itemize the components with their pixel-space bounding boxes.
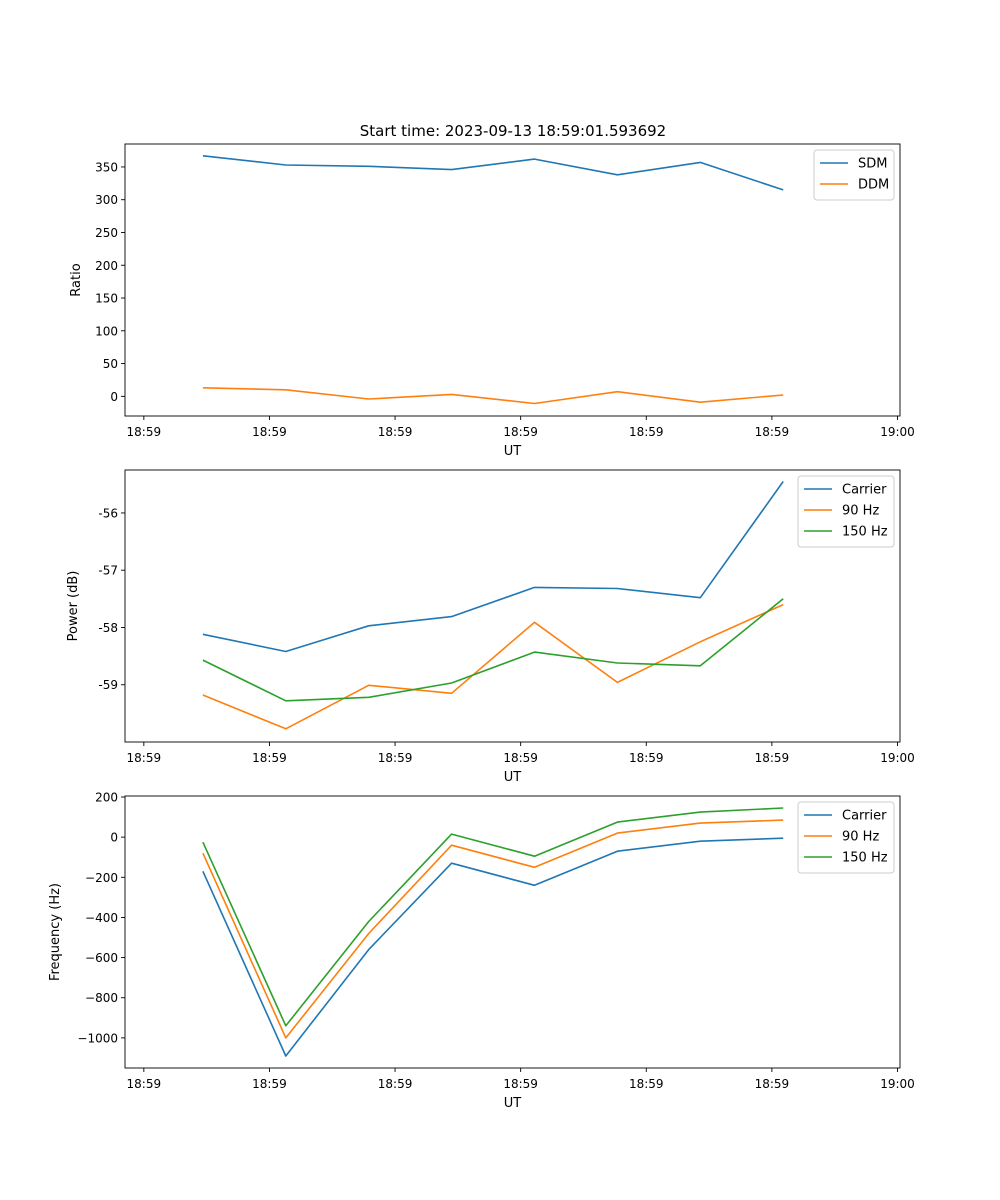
axes-frame <box>124 469 901 743</box>
legend-box <box>797 801 895 874</box>
legend-label: SDM <box>858 157 887 172</box>
y-tick-label: −400 <box>85 911 118 925</box>
legend-label: 150 Hz <box>842 851 888 866</box>
y-tick-label: 50 <box>103 357 118 371</box>
x-tick-label: 18:59 <box>252 751 287 765</box>
legend: Carrier 90 Hz 150 Hz <box>797 475 895 548</box>
y-tick-label: −1000 <box>77 1031 118 1045</box>
x-tick-label: 18:59 <box>127 425 162 439</box>
y-tick-label: -59 <box>98 678 118 692</box>
y-tick-label: -58 <box>98 621 118 635</box>
x-tick-label: 18:59 <box>629 1077 664 1091</box>
x-tick-label: 19:00 <box>880 1077 915 1091</box>
y-tick-label: 250 <box>95 226 118 240</box>
legend-label: 90 Hz <box>842 504 879 519</box>
legend-label: Carrier <box>842 809 887 824</box>
x-tick-label: 18:59 <box>503 1077 538 1091</box>
series-line-carrier <box>202 481 784 653</box>
legend: SDM DDM <box>813 149 895 201</box>
legend: Carrier 90 Hz 150 Hz <box>797 801 895 874</box>
y-tick-label: 150 <box>95 292 118 306</box>
series-line-150-hz <box>202 807 784 1027</box>
x-tick-label: 18:59 <box>127 1077 162 1091</box>
series-line-ddm <box>202 387 784 405</box>
chart-title: Start time: 2023-09-13 18:59:01.593692 <box>360 122 666 140</box>
y-tick-label: -56 <box>98 506 118 520</box>
y-axis-label: Power (dB) <box>66 571 81 642</box>
y-axis-label: Frequency (Hz) <box>48 883 63 981</box>
power-chart: 18:59 18:59 18:59 18:59 18:59 18:59 19:00 -59 -5… <box>66 469 915 785</box>
frequency-chart: 18:59 18:59 18:59 18:59 18:59 18:59 19:00 −1000… <box>48 791 915 1111</box>
x-tick-label: 18:59 <box>252 1077 287 1091</box>
x-tick-label: 18:59 <box>755 1077 790 1091</box>
y-tick-label: 200 <box>95 259 118 273</box>
ratio-chart: 18:59 18:59 18:59 18:59 18:59 18:59 19:00 0 50 10… <box>69 143 915 459</box>
x-tick-label: 19:00 <box>880 751 915 765</box>
legend-box <box>797 475 895 548</box>
x-axis-label: UT <box>504 1096 522 1111</box>
legend-label: Carrier <box>842 483 887 498</box>
x-tick-label: 18:59 <box>629 425 664 439</box>
x-tick-label: 18:59 <box>503 751 538 765</box>
x-tick-label: 18:59 <box>378 425 413 439</box>
y-tick-label: -57 <box>98 564 118 578</box>
x-tick-label: 18:59 <box>503 425 538 439</box>
y-tick-label: 200 <box>95 791 118 805</box>
y-tick-label: 100 <box>95 324 118 338</box>
x-axis-label: UT <box>504 444 522 459</box>
series-line-sdm <box>202 155 784 191</box>
axes-frame <box>124 795 901 1069</box>
series-line-90-hz <box>202 819 784 1039</box>
x-tick-label: 18:59 <box>755 425 790 439</box>
x-tick-label: 18:59 <box>252 425 287 439</box>
y-tick-label: 350 <box>95 160 118 174</box>
y-tick-label: 300 <box>95 193 118 207</box>
y-tick-label: −600 <box>85 951 118 965</box>
x-tick-label: 19:00 <box>880 425 915 439</box>
y-tick-label: 0 <box>110 831 118 845</box>
series-line-carrier <box>202 837 784 1057</box>
y-tick-label: −200 <box>85 871 118 885</box>
x-tick-label: 18:59 <box>127 751 162 765</box>
x-tick-label: 18:59 <box>378 1077 413 1091</box>
legend-label: 150 Hz <box>842 525 888 540</box>
y-axis-label: Ratio <box>69 263 84 296</box>
x-axis-label: UT <box>504 770 522 785</box>
axes-frame <box>124 143 901 417</box>
x-tick-label: 18:59 <box>755 751 790 765</box>
legend-label: 90 Hz <box>842 830 879 845</box>
series-line-90-hz <box>202 603 784 730</box>
x-tick-label: 18:59 <box>629 751 664 765</box>
x-tick-label: 18:59 <box>378 751 413 765</box>
series-line-150-hz <box>202 598 784 702</box>
y-tick-label: −800 <box>85 991 118 1005</box>
y-tick-label: 0 <box>110 390 118 404</box>
legend-label: DDM <box>858 178 889 193</box>
